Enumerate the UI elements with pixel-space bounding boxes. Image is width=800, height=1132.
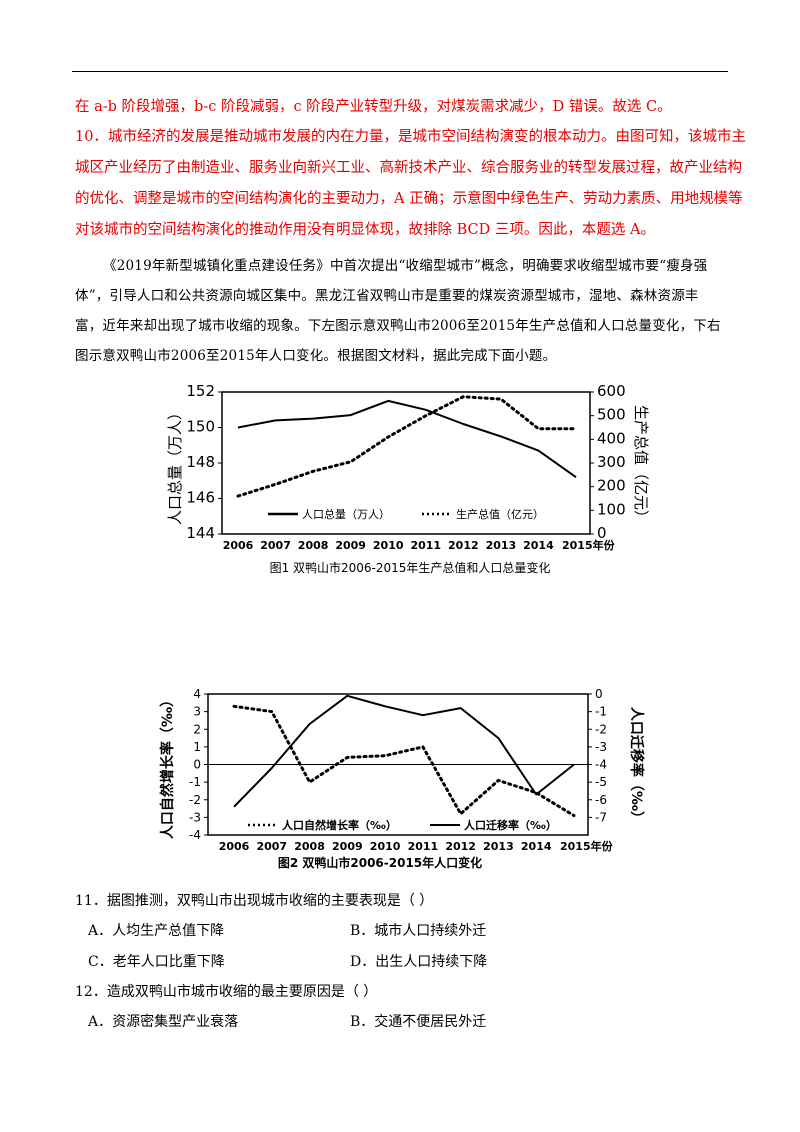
series-line-1 xyxy=(233,694,575,808)
question-12-stem: 12．造成双鸭山市城市收缩的最主要原因是（ ） xyxy=(75,984,378,1000)
y-left-tick-label: 150 xyxy=(186,418,215,436)
legend-label-gdp: 生产总值（亿元） xyxy=(456,507,544,521)
x-tick-label: 2009 xyxy=(335,539,366,552)
x-tick-label: 2009 xyxy=(332,840,363,853)
y-right-tick-label: -5 xyxy=(595,775,607,789)
figure-1-caption: 图1 双鸭山市2006-2015年生产总值和人口总量变化 xyxy=(270,560,551,575)
x-tick-label: 2012 xyxy=(445,840,476,853)
legend: 人口总量（万人） 生产总值（亿元） xyxy=(268,507,544,521)
y-right-tick-label: 100 xyxy=(597,500,626,518)
header-rule xyxy=(72,71,728,72)
x-tick-label: 2011 xyxy=(408,840,439,853)
answer-line-3: 城区产业经历了由制造业、服务业向新兴工业、高新技术产业、综合服务业的转型发展过程… xyxy=(75,160,742,176)
legend-label-migration: 人口迁移率（‰） xyxy=(464,818,557,832)
question-12-option-b[interactable]: B．交通不便居民外迁 xyxy=(350,1014,487,1030)
passage-text: 《2019年新型城镇化重点建设任务》中首次提出“收缩型城市”概念，明确要求收缩型… xyxy=(75,258,721,364)
x-tick-label: 2008 xyxy=(294,840,325,853)
y-right-tick-label: -3 xyxy=(595,740,607,754)
figure-2-chart: 4 3 2 1 0 -1 -2 -3 -4 0 -1 -2 -3 -4 -5 -6 -7 2006 2007 2008… xyxy=(159,687,645,870)
y-right-label: 人口迁移率（‰） xyxy=(628,707,645,825)
question-12-option-a[interactable]: A．资源密集型产业衰落 xyxy=(88,1014,239,1030)
y-left-tick-label: -2 xyxy=(189,793,201,807)
question-11-stem: 11．据图推测，双鸭山市出现城市收缩的主要表现是（ ） xyxy=(75,893,434,909)
y-left-tick-label: -4 xyxy=(189,828,201,842)
y-left-tick-label: -3 xyxy=(189,810,201,824)
y-left-tick-label: 152 xyxy=(186,382,215,400)
y-left-tick-label: 148 xyxy=(186,453,215,471)
x-tick-label: 2013 xyxy=(483,840,514,853)
y-left-tick-label: 3 xyxy=(193,705,201,719)
series-line-1 xyxy=(236,395,578,498)
y-left-tick-label: 4 xyxy=(193,687,201,701)
x-tick-label: 2015年份 xyxy=(560,839,614,853)
x-tick-label: 2013 xyxy=(486,539,517,552)
y-left-tick-label: 2 xyxy=(193,722,201,736)
series-line-0 xyxy=(237,399,577,479)
y-right-tick-label: -6 xyxy=(595,793,607,807)
y-right-tick-label: 200 xyxy=(597,477,626,495)
x-tick-label: 2011 xyxy=(410,539,441,552)
x-tick-label: 2008 xyxy=(298,539,329,552)
answer-line-4: 的优化、调整是城市的空间结构演化的主要动力，A 正确；示意图中绿色生产、劳动力素… xyxy=(75,191,743,207)
x-tick-label: 2015年份 xyxy=(562,538,616,552)
x-tick-label: 2006 xyxy=(223,539,254,552)
x-tick-label: 2010 xyxy=(370,840,401,853)
y-left-tick-label: 144 xyxy=(186,524,215,542)
x-tick-label: 2010 xyxy=(373,539,404,552)
x-tick-label: 2007 xyxy=(260,539,291,552)
y-left-tick-label: 146 xyxy=(186,489,215,507)
legend-label-natural-growth: 人口自然增长率（‰） xyxy=(282,818,397,832)
x-tick-label: 2006 xyxy=(219,840,250,853)
y-right-tick-label: -1 xyxy=(595,705,607,719)
y-left-label: 人口总量（万人） xyxy=(166,405,184,525)
y-right-tick-label: 300 xyxy=(597,453,626,471)
x-tick-label: 2014 xyxy=(523,539,554,552)
y-left-tick-label: 0 xyxy=(193,758,201,772)
figure-1-chart: 144 146 148 150 152 0 100 200 300 400 500 600 2006 20… xyxy=(166,382,650,575)
question-11-option-d[interactable]: D．出生人口持续下降 xyxy=(350,954,488,970)
y-right-tick-label: 0 xyxy=(595,687,603,701)
y-right-tick-label: -4 xyxy=(595,758,607,772)
question-11-option-c[interactable]: C．老年人口比重下降 xyxy=(88,954,225,970)
y-right-tick-label: 0 xyxy=(597,524,607,542)
y-right-tick-label: 600 xyxy=(597,382,626,400)
series-line-0 xyxy=(232,704,576,818)
question-11-option-b[interactable]: B．城市人口持续外迁 xyxy=(350,923,487,939)
answer-line-2: 10．城市经济的发展是推动城市发展的内在力量，是城市空间结构演变的根本动力。由图… xyxy=(75,129,746,145)
answer-line-1: 在 a-b 阶段增强，b-c 阶段减弱，c 阶段产业转型升级，对煤炭需求减少，D… xyxy=(75,99,672,115)
legend: 人口自然增长率（‰） 人口迁移率（‰） xyxy=(248,818,557,832)
answer-line-5: 对该城市的空间结构演化的推动作用没有明显体现，故排除 BCD 三项。因此，本题选… xyxy=(75,222,655,238)
y-right-tick-label: -2 xyxy=(595,722,607,736)
y-left-tick-label: -1 xyxy=(189,775,201,789)
figure-2-caption: 图2 双鸭山市2006-2015年人口变化 xyxy=(278,855,482,870)
x-tick-label: 2007 xyxy=(256,840,287,853)
legend-label-population: 人口总量（万人） xyxy=(302,507,390,521)
y-right-tick-label: 500 xyxy=(597,406,626,424)
x-tick-label: 2014 xyxy=(521,840,552,853)
y-left-label: 人口自然增长率（‰） xyxy=(159,693,176,839)
question-11-option-a[interactable]: A．人均生产总值下降 xyxy=(88,923,225,939)
y-right-label: 生产总值（亿元） xyxy=(632,405,650,525)
y-right-tick-label: 400 xyxy=(597,429,626,447)
x-tick-label: 2012 xyxy=(448,539,479,552)
y-right-tick-label: -7 xyxy=(595,810,607,824)
y-left-tick-label: 1 xyxy=(193,740,201,754)
